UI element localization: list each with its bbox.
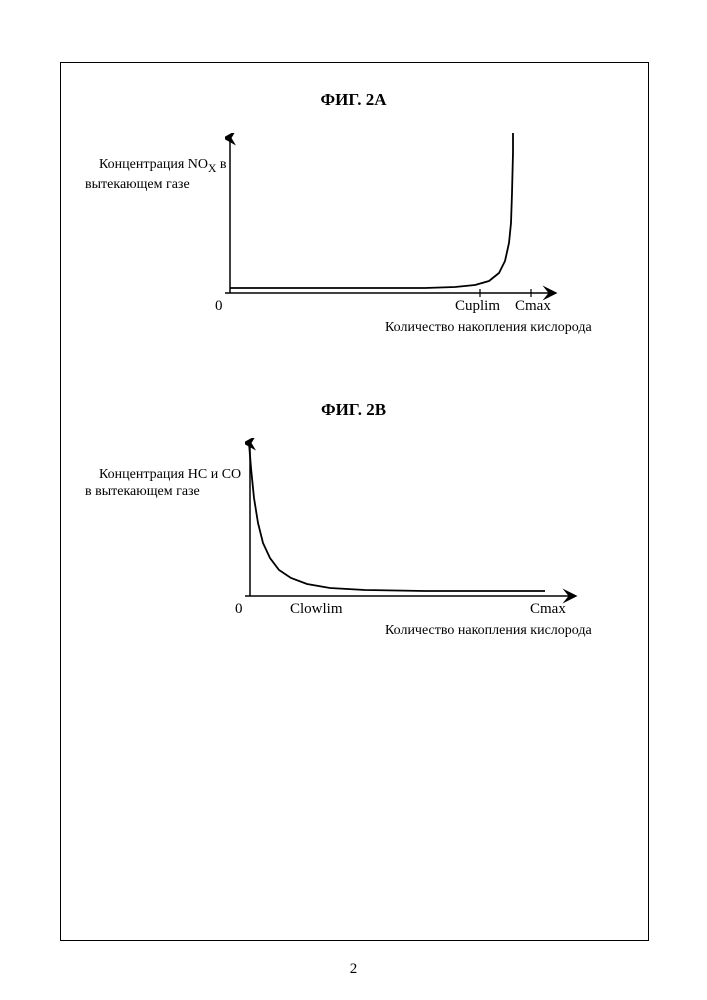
figure-b-svg (245, 438, 585, 613)
figure-b-chart: Концентрация HC и COв вытекающем газе 0 … (85, 438, 645, 658)
figure-b-title: ФИГ. 2B (0, 400, 707, 420)
figure-b-x-label: Количество накопления кислорода (385, 623, 592, 639)
y-label-b-1: Концентрация HC и CO (99, 467, 241, 482)
figure-a-tick1-label: Cuplim (455, 298, 500, 315)
figure-b-tick1-label: Clowlim (290, 601, 343, 618)
y-label-b-2: в вытекающем газе (85, 484, 200, 499)
figure-b-origin-label: 0 (235, 601, 243, 618)
figure-b-y-label: Концентрация HC и CO в вытекающем газе (85, 448, 241, 518)
figure-a-chart: Концентрация NOX ввытекающем газе 0 Cupl… (85, 128, 645, 348)
page-number: 2 (0, 961, 707, 978)
y-label-text-3: вытекающем газе (85, 177, 190, 192)
figure-b-tick2-label: Cmax (530, 601, 566, 618)
figure-a-y-label: Концентрация NOX ввытекающем газе (85, 138, 227, 211)
figure-a-x-label: Количество накопления кислорода (385, 320, 592, 336)
figure-a-tick2-label: Cmax (515, 298, 551, 315)
y-label-text-1: Концентрация NO (99, 157, 208, 172)
figure-a-title: ФИГ. 2A (0, 90, 707, 110)
figure-a-svg (225, 133, 565, 313)
figure-a-origin-label: 0 (215, 298, 223, 315)
